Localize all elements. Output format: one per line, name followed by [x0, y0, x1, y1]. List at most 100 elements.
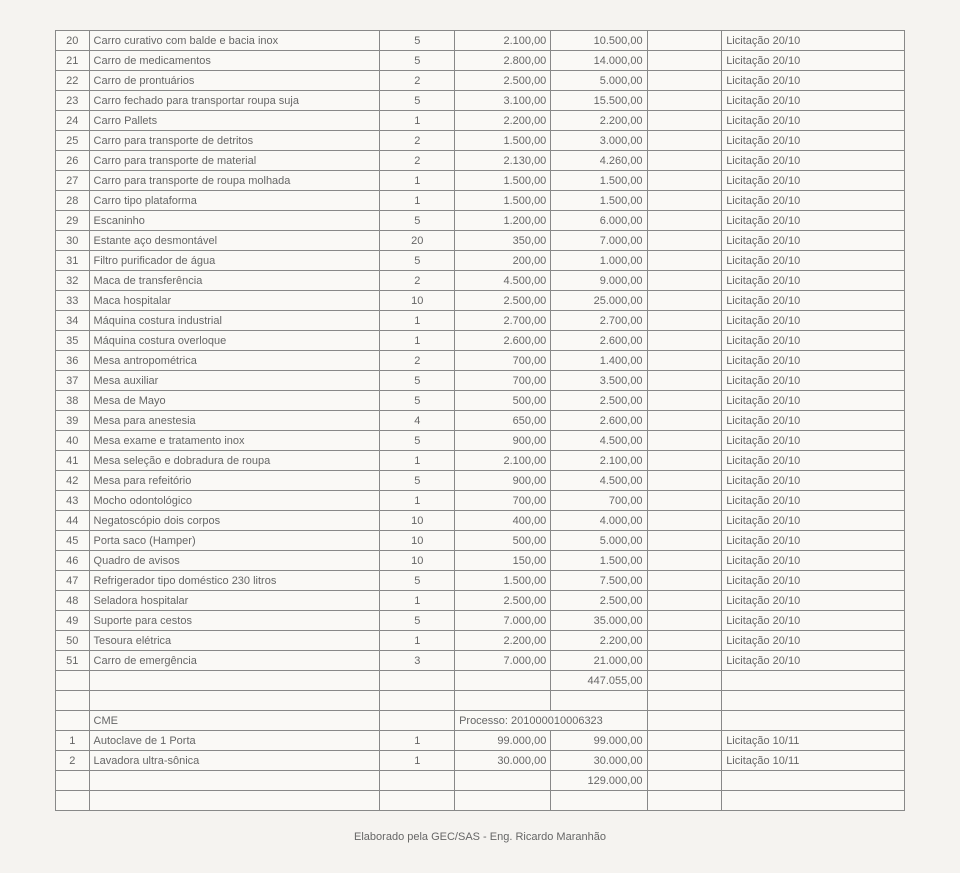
- cell-qty: 5: [380, 371, 455, 391]
- cell-num: 50: [56, 631, 90, 651]
- cell-num: 26: [56, 151, 90, 171]
- table-row: 50 Tesoura elétrica 1 2.200,00 2.200,00 …: [56, 631, 905, 651]
- cell-qty: 1: [380, 731, 455, 751]
- cell-spacer: [647, 31, 722, 51]
- cell-num: 24: [56, 111, 90, 131]
- cell-desc: Lavadora ultra-sônica: [89, 751, 380, 771]
- cell-num: 40: [56, 431, 90, 451]
- cell-total: 2.200,00: [551, 631, 647, 651]
- cell-total: 4.000,00: [551, 511, 647, 531]
- cell-spacer: [647, 351, 722, 371]
- cell-desc: Suporte para cestos: [89, 611, 380, 631]
- cell-unit: 2.500,00: [455, 71, 551, 91]
- cell-desc: Mesa para anestesia: [89, 411, 380, 431]
- cell-qty: 10: [380, 531, 455, 551]
- cell-grand-total: 447.055,00: [551, 671, 647, 691]
- cell-spacer: [647, 151, 722, 171]
- cell-spacer: [647, 171, 722, 191]
- cell-lic: Licitação 10/11: [722, 751, 905, 771]
- cell-num: 21: [56, 51, 90, 71]
- cell-num: 36: [56, 351, 90, 371]
- cell-desc: Mesa seleção e dobradura de roupa: [89, 451, 380, 471]
- cell-lic: Licitação 10/11: [722, 731, 905, 751]
- cell-desc: Autoclave de 1 Porta: [89, 731, 380, 751]
- table-row: 25 Carro para transporte de detritos 2 1…: [56, 131, 905, 151]
- cell-desc: Carro Pallets: [89, 111, 380, 131]
- cell-unit: 1.500,00: [455, 571, 551, 591]
- cell-lic: Licitação 20/10: [722, 631, 905, 651]
- cell-spacer: [647, 731, 722, 751]
- cell-unit: 2.200,00: [455, 631, 551, 651]
- cell-desc: Máquina costura industrial: [89, 311, 380, 331]
- table-row: 48 Seladora hospitalar 1 2.500,00 2.500,…: [56, 591, 905, 611]
- empty-row: [56, 791, 905, 811]
- cell-unit: 1.500,00: [455, 171, 551, 191]
- cell-spacer: [647, 371, 722, 391]
- cell-cme: CME: [89, 711, 380, 731]
- cell-desc: Quadro de avisos: [89, 551, 380, 571]
- cell-lic: Licitação 20/10: [722, 351, 905, 371]
- cell-num: 34: [56, 311, 90, 331]
- table-row: 44 Negatoscópio dois corpos 10 400,00 4.…: [56, 511, 905, 531]
- cell-unit: 30.000,00: [455, 751, 551, 771]
- cell-desc: Carro fechado para transportar roupa suj…: [89, 91, 380, 111]
- table-row: 51 Carro de emergência 3 7.000,00 21.000…: [56, 651, 905, 671]
- table-row: 24 Carro Pallets 1 2.200,00 2.200,00 Lic…: [56, 111, 905, 131]
- cell-unit: 2.500,00: [455, 591, 551, 611]
- table-row: 42 Mesa para refeitório 5 900,00 4.500,0…: [56, 471, 905, 491]
- cell-unit: 7.000,00: [455, 611, 551, 631]
- cell-total: 6.000,00: [551, 211, 647, 231]
- cell-qty: 2: [380, 151, 455, 171]
- cell-total: 1.500,00: [551, 191, 647, 211]
- cell-qty: 5: [380, 571, 455, 591]
- table-row: 46 Quadro de avisos 10 150,00 1.500,00 L…: [56, 551, 905, 571]
- cell-num: 38: [56, 391, 90, 411]
- cell-unit: 2.100,00: [455, 31, 551, 51]
- cell-qty: 5: [380, 51, 455, 71]
- table-row: 21 Carro de medicamentos 5 2.800,00 14.0…: [56, 51, 905, 71]
- cell-qty: 1: [380, 311, 455, 331]
- table-row: 32 Maca de transferência 2 4.500,00 9.00…: [56, 271, 905, 291]
- cell-num: 37: [56, 371, 90, 391]
- table-row: 1 Autoclave de 1 Porta 1 99.000,00 99.00…: [56, 731, 905, 751]
- table-row: 23 Carro fechado para transportar roupa …: [56, 91, 905, 111]
- cell-desc: Estante aço desmontável: [89, 231, 380, 251]
- cell-unit: 99.000,00: [455, 731, 551, 751]
- cell-lic: Licitação 20/10: [722, 371, 905, 391]
- cell-num: 1: [56, 731, 90, 751]
- cell-total: 5.000,00: [551, 71, 647, 91]
- cell-num: 28: [56, 191, 90, 211]
- cell-num: 30: [56, 231, 90, 251]
- cell-unit: 2.100,00: [455, 451, 551, 471]
- cell-lic: Licitação 20/10: [722, 151, 905, 171]
- cell-num: 27: [56, 171, 90, 191]
- cell-lic: Licitação 20/10: [722, 231, 905, 251]
- table-row: 39 Mesa para anestesia 4 650,00 2.600,00…: [56, 411, 905, 431]
- cell-lic: Licitação 20/10: [722, 431, 905, 451]
- cell-qty: 5: [380, 431, 455, 451]
- cell-desc: Carro curativo com balde e bacia inox: [89, 31, 380, 51]
- cell-lic: Licitação 20/10: [722, 531, 905, 551]
- cell-total: 2.200,00: [551, 111, 647, 131]
- cell-spacer: [647, 651, 722, 671]
- section-header-row: CME Processo: 201000010006323: [56, 711, 905, 731]
- cell-desc: Seladora hospitalar: [89, 591, 380, 611]
- cell-qty: 5: [380, 391, 455, 411]
- cell-total: 2.600,00: [551, 411, 647, 431]
- cell-desc: Tesoura elétrica: [89, 631, 380, 651]
- cell-qty: 2: [380, 271, 455, 291]
- cell-num: 47: [56, 571, 90, 591]
- table-row: 41 Mesa seleção e dobradura de roupa 1 2…: [56, 451, 905, 471]
- cell-unit: 2.130,00: [455, 151, 551, 171]
- cell-unit: 1.200,00: [455, 211, 551, 231]
- cell-num: 41: [56, 451, 90, 471]
- cell-lic: Licitação 20/10: [722, 31, 905, 51]
- cell-lic: Licitação 20/10: [722, 171, 905, 191]
- cell-lic: Licitação 20/10: [722, 331, 905, 351]
- cell-unit: 1.500,00: [455, 191, 551, 211]
- cell-spacer: [647, 591, 722, 611]
- cell-spacer: [647, 431, 722, 451]
- cell-qty: 5: [380, 251, 455, 271]
- cell-unit: 500,00: [455, 531, 551, 551]
- cell-desc: Escaninho: [89, 211, 380, 231]
